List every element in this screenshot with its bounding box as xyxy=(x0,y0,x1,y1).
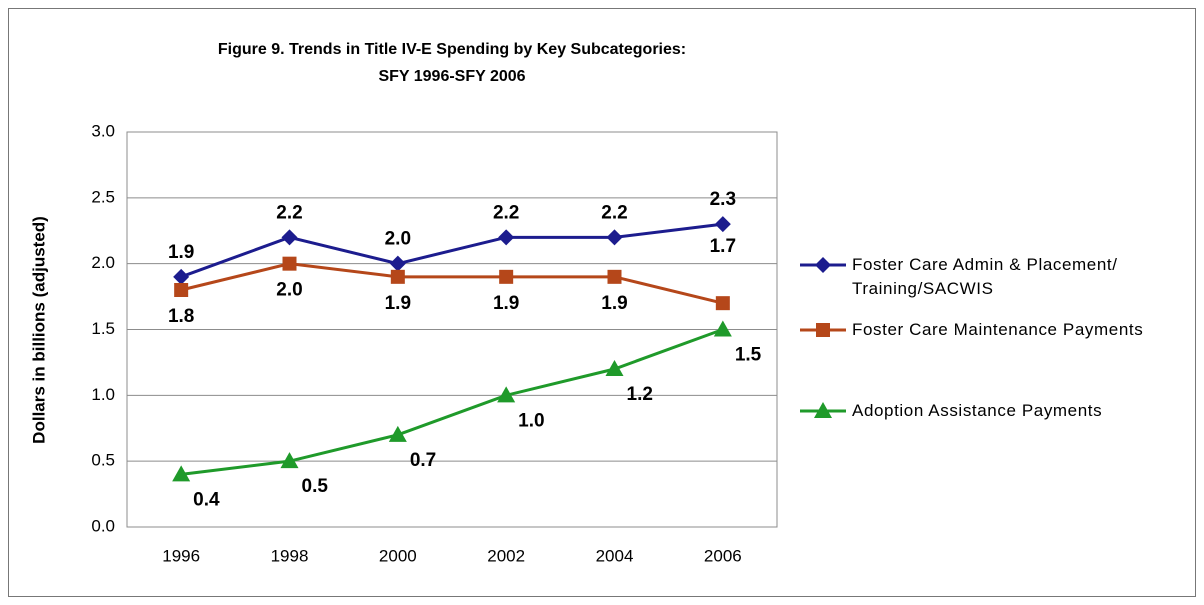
marker xyxy=(173,268,190,285)
series-line xyxy=(180,262,724,305)
plot-frame xyxy=(126,131,778,528)
data-label: 0.7 xyxy=(410,450,436,471)
x-tick-label: 2002 xyxy=(487,546,525,565)
y-tick-label: 3.0 xyxy=(91,121,115,140)
x-tick-label: 1998 xyxy=(271,546,309,565)
y-tick-label: 1.5 xyxy=(91,319,115,338)
y-tick-label: 0.5 xyxy=(91,451,115,470)
y-axis-label: Dollars in billions (adjusted) xyxy=(29,216,48,444)
data-label: 0.5 xyxy=(302,476,329,497)
data-label: 2.0 xyxy=(385,229,411,250)
marker xyxy=(388,425,407,442)
data-label: 1.8 xyxy=(168,306,194,327)
y-tick-label: 0.0 xyxy=(91,516,115,535)
marker xyxy=(814,402,832,418)
marker xyxy=(715,296,730,311)
marker xyxy=(389,255,406,272)
data-label: 1.9 xyxy=(168,242,194,263)
y-tick-label: 2.0 xyxy=(91,253,115,272)
y-tick-label: 1.0 xyxy=(91,385,115,404)
data-label: 2.3 xyxy=(710,189,736,210)
y-tick-label: 2.5 xyxy=(91,187,115,206)
marker xyxy=(714,216,731,233)
x-tick-label: 2006 xyxy=(704,546,742,565)
legend-entry: Foster Care Admin & Placement/ Training/… xyxy=(852,255,1118,298)
data-label: 0.4 xyxy=(193,489,220,510)
marker xyxy=(281,229,298,246)
marker xyxy=(390,269,405,284)
data-label: 1.9 xyxy=(493,293,519,314)
data-label: 1.5 xyxy=(735,345,762,366)
data-label: 1.9 xyxy=(601,293,627,314)
data-label: 2.0 xyxy=(276,280,302,301)
data-label: 2.2 xyxy=(276,202,302,223)
x-tick-label: 2000 xyxy=(379,546,417,565)
marker xyxy=(498,229,515,246)
data-label: 1.2 xyxy=(627,384,653,405)
series-line xyxy=(180,222,724,279)
marker xyxy=(280,452,299,469)
marker xyxy=(713,320,732,337)
data-label: 2.2 xyxy=(601,202,627,223)
series-line xyxy=(180,328,724,476)
marker xyxy=(497,386,516,403)
legend-entry: Foster Care Maintenance Payments xyxy=(852,320,1144,339)
marker xyxy=(606,229,623,246)
legend-entry: Adoption Assistance Payments xyxy=(852,401,1103,420)
marker xyxy=(172,465,191,482)
chart-frame xyxy=(8,8,1196,597)
marker xyxy=(499,269,514,284)
data-label: 1.0 xyxy=(518,410,544,431)
data-label: 1.7 xyxy=(710,236,736,257)
marker xyxy=(605,360,624,376)
x-tick-label: 2004 xyxy=(596,546,634,565)
data-label: 2.2 xyxy=(493,202,519,223)
x-tick-label: 1996 xyxy=(162,546,200,565)
chart-title: SFY 1996-SFY 2006 xyxy=(378,68,525,85)
marker xyxy=(282,256,297,271)
chart-title: Figure 9. Trends in Title IV-E Spending … xyxy=(218,41,686,58)
marker xyxy=(816,323,830,337)
marker xyxy=(174,283,189,297)
marker xyxy=(815,257,831,273)
data-label: 1.9 xyxy=(385,293,411,314)
marker xyxy=(607,269,622,284)
